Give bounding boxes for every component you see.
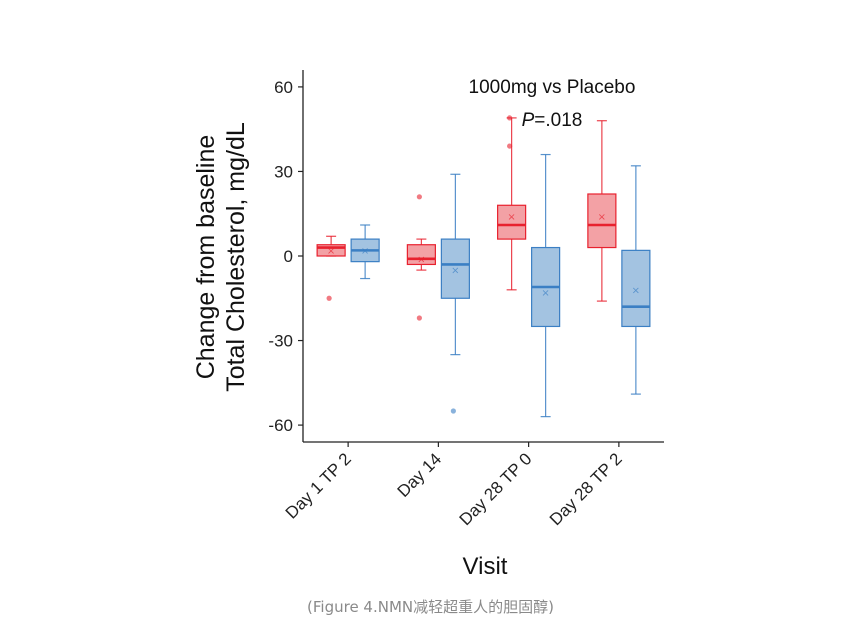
- box-iqr: [497, 204, 527, 240]
- y-tick-label: 60: [274, 78, 293, 97]
- box-group: ×: [316, 235, 346, 301]
- mean-marker: ×: [327, 246, 335, 257]
- mean-marker: ×: [507, 212, 515, 223]
- mean-marker: ×: [598, 212, 606, 223]
- box-group: ×: [531, 153, 561, 418]
- x-axis-label: Visit: [463, 553, 508, 580]
- box-group: ×: [497, 115, 527, 291]
- x-tick-label: Day 28 TP 2: [546, 449, 626, 529]
- y-axis-label-line2: Total Cholesterol, mg/dL: [222, 122, 250, 392]
- y-tick-label: 0: [284, 247, 293, 266]
- p-value: =.018: [534, 110, 582, 131]
- outlier-point: [416, 315, 422, 321]
- p-letter: P: [522, 110, 535, 131]
- x-axis-ticks: Day 1 TP 2 Day 14 Day 28 TP 0 Day 28 TP 2: [282, 442, 626, 529]
- box-iqr: [587, 193, 617, 249]
- mean-marker: ×: [417, 254, 425, 265]
- box-group: ×: [587, 120, 617, 302]
- box-iqr: [621, 249, 651, 328]
- outlier-point: [416, 194, 422, 200]
- x-tick-label: Day 28 TP 0: [456, 449, 536, 529]
- x-tick-label: Day 1 TP 2: [282, 449, 355, 522]
- x-tick-label: Day 14: [394, 449, 446, 501]
- y-axis-ticks: -60 -30 0 30 60: [268, 78, 303, 435]
- outlier-point: [450, 408, 456, 414]
- box-group: ×: [440, 173, 470, 414]
- y-tick-label: -60: [268, 416, 293, 435]
- mean-marker: ×: [541, 288, 549, 299]
- outlier-point: [507, 115, 513, 121]
- mean-marker: ×: [451, 266, 459, 277]
- mean-marker: ×: [361, 246, 369, 257]
- outlier-point: [507, 143, 513, 149]
- mean-marker: ×: [632, 285, 640, 296]
- annotation-comparison: 1000mg vs Placebo: [469, 77, 636, 98]
- y-tick-label: -30: [268, 332, 293, 351]
- box-group: ×: [621, 165, 651, 395]
- box-group: ×: [350, 224, 380, 280]
- y-axis-label-line1: Change from baseline: [192, 135, 220, 380]
- box-iqr: [440, 238, 470, 299]
- box-iqr: [316, 244, 346, 257]
- figure-caption: (Figure 4.NMN减轻超重人的胆固醇): [307, 598, 554, 616]
- outlier-point: [326, 295, 332, 301]
- plot-area: × × × × × × × ×: [316, 115, 651, 418]
- box-group: ×: [406, 194, 436, 321]
- y-tick-label: 30: [274, 162, 293, 181]
- annotation-p-value: P=.018: [522, 110, 583, 131]
